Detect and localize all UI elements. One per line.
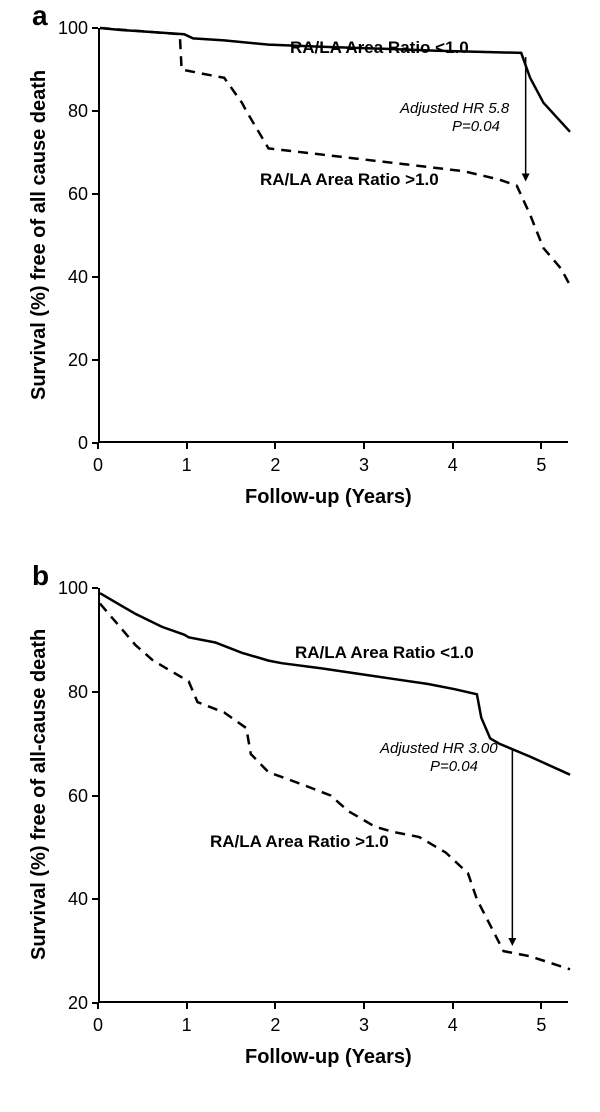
y-tick-mark — [92, 795, 98, 797]
x-tick-mark — [363, 443, 365, 449]
y-tick-label: 80 — [48, 101, 88, 122]
x-tick-mark — [274, 1003, 276, 1009]
curve-label-lt1-a: RA/LA Area Ratio <1.0 — [290, 38, 469, 58]
x-tick-label: 0 — [83, 455, 113, 476]
y-tick-mark — [92, 898, 98, 900]
y-tick-label: 20 — [48, 993, 88, 1014]
x-tick-label: 4 — [438, 455, 468, 476]
plot-area-b: RA/LA Area Ratio <1.0 RA/LA Area Ratio >… — [98, 588, 568, 1003]
y-tick-label: 40 — [48, 267, 88, 288]
x-tick-mark — [186, 1003, 188, 1009]
y-tick-mark — [92, 27, 98, 29]
x-tick-mark — [274, 443, 276, 449]
y-tick-label: 20 — [48, 350, 88, 371]
y-tick-mark — [92, 691, 98, 693]
p-text-b: P=0.04 — [430, 758, 478, 775]
y-tick-label: 100 — [48, 578, 88, 599]
x-tick-label: 5 — [526, 1015, 556, 1036]
chart-svg-a — [100, 28, 570, 443]
x-tick-label: 5 — [526, 455, 556, 476]
x-tick-label: 4 — [438, 1015, 468, 1036]
y-tick-label: 40 — [48, 889, 88, 910]
figure-container: a Survival (%) free of all cause death F… — [0, 0, 600, 1112]
x-tick-mark — [540, 443, 542, 449]
panel-a: a Survival (%) free of all cause death F… — [0, 0, 600, 530]
x-axis-label-a: Follow-up (Years) — [245, 486, 412, 509]
curve-lt1-b — [100, 593, 570, 775]
x-tick-mark — [97, 443, 99, 449]
y-tick-label: 80 — [48, 682, 88, 703]
y-tick-mark — [92, 359, 98, 361]
x-tick-label: 3 — [349, 1015, 379, 1036]
x-tick-mark — [97, 1003, 99, 1009]
x-tick-mark — [452, 1003, 454, 1009]
hr-text-b: Adjusted HR 3.00 — [380, 740, 498, 757]
hr-text-a: Adjusted HR 5.8 — [400, 100, 509, 117]
y-tick-label: 0 — [48, 433, 88, 454]
x-tick-label: 3 — [349, 455, 379, 476]
x-tick-mark — [540, 1003, 542, 1009]
curve-label-lt1-b: RA/LA Area Ratio <1.0 — [295, 643, 474, 663]
curve-label-gt1-a: RA/LA Area Ratio >1.0 — [260, 170, 439, 190]
y-tick-label: 60 — [48, 184, 88, 205]
y-tick-mark — [92, 193, 98, 195]
x-tick-label: 2 — [260, 455, 290, 476]
x-axis-label-b: Follow-up (Years) — [245, 1046, 412, 1069]
curve-gt1-a — [100, 28, 570, 285]
x-tick-label: 1 — [172, 1015, 202, 1036]
curve-label-gt1-b: RA/LA Area Ratio >1.0 — [210, 832, 389, 852]
panel-letter-b: b — [32, 560, 49, 592]
plot-area-a: RA/LA Area Ratio <1.0 RA/LA Area Ratio >… — [98, 28, 568, 443]
x-tick-mark — [186, 443, 188, 449]
y-tick-mark — [92, 587, 98, 589]
x-tick-mark — [452, 443, 454, 449]
panel-letter-a: a — [32, 0, 48, 32]
panel-b: b Survival (%) free of all-cause death F… — [0, 560, 600, 1090]
x-tick-label: 0 — [83, 1015, 113, 1036]
x-tick-label: 1 — [172, 455, 202, 476]
y-tick-label: 100 — [48, 18, 88, 39]
annotation-arrowhead-a — [522, 174, 530, 182]
p-text-a: P=0.04 — [452, 118, 500, 135]
y-tick-mark — [92, 276, 98, 278]
annotation-arrowhead-b — [508, 938, 516, 946]
y-tick-mark — [92, 110, 98, 112]
y-tick-label: 60 — [48, 786, 88, 807]
x-tick-label: 2 — [260, 1015, 290, 1036]
x-tick-mark — [363, 1003, 365, 1009]
